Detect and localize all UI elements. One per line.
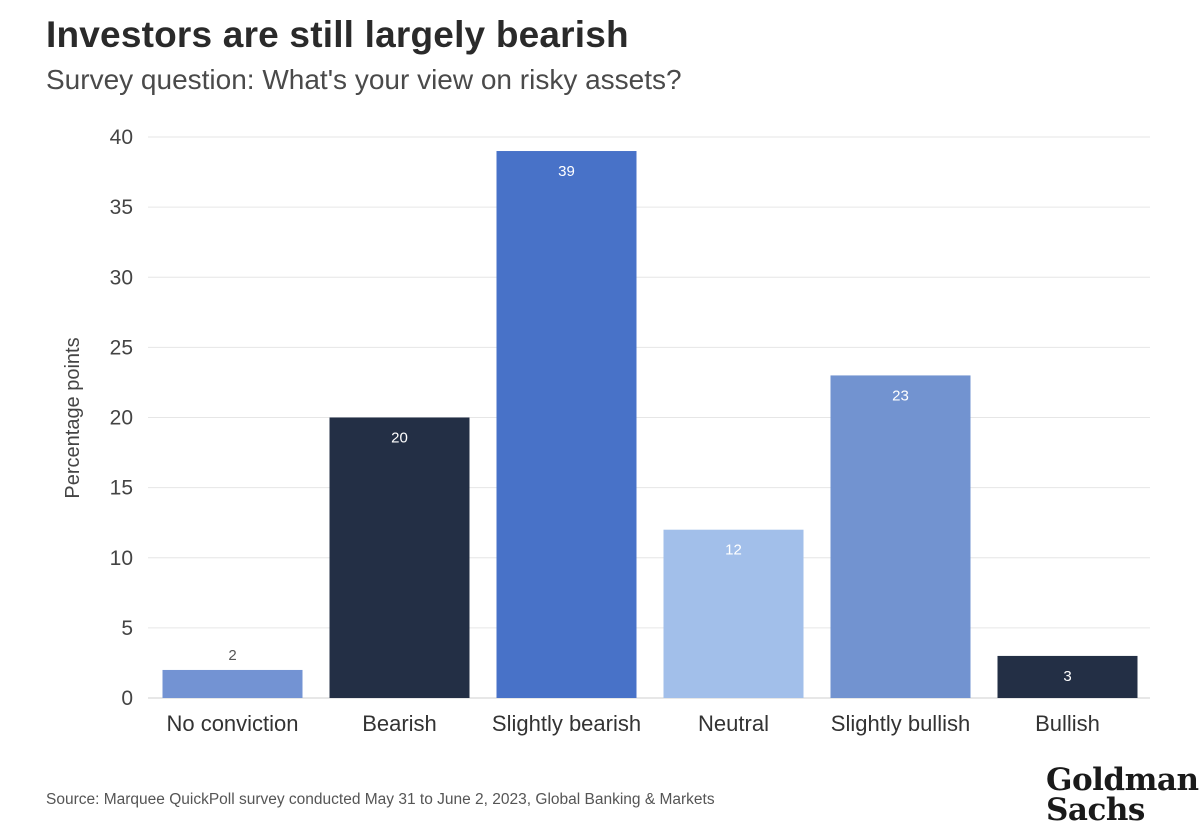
bar [496,151,637,698]
x-tick-label: No conviction [166,711,298,736]
x-axis-ticks: No conviction Bearish Slightly bearish Neut… [166,711,1099,736]
y-tick-label: 5 [121,617,133,640]
data-label: 3 [1063,668,1071,685]
bar [162,669,303,698]
bar [329,417,470,698]
data-label: 23 [892,387,909,404]
y-tick-label: 25 [110,336,133,359]
bar [997,655,1138,698]
source-note: Source: Marquee QuickPoll survey conduct… [46,791,715,808]
x-tick-label: Slightly bullish [831,711,970,736]
x-tick-label: Bearish [362,711,437,736]
data-label: 20 [391,430,408,447]
y-tick-label: 35 [110,196,133,219]
y-tick-label: 40 [110,126,133,149]
y-axis-ticks: 0 5 10 15 20 25 30 35 40 [110,126,133,710]
bars [162,151,1138,698]
chart-subtitle: Survey question: What's your view on ris… [46,64,682,95]
goldman-sachs-logo: Goldman Sachs [1046,762,1199,828]
chart-title: Investors are still largely bearish [46,14,629,55]
bar [663,529,804,698]
x-tick-label: Bullish [1035,711,1100,736]
y-tick-label: 0 [121,687,133,710]
y-tick-label: 30 [110,266,133,289]
y-axis-label: Percentage points [62,337,84,498]
x-tick-label: Slightly bearish [492,711,641,736]
gridlines [148,136,1150,699]
y-tick-label: 10 [110,547,133,570]
data-labels: 2 20 39 12 23 3 [228,163,1071,685]
data-label: 12 [725,542,742,559]
x-tick-label: Neutral [698,711,769,736]
data-label: 39 [558,163,575,180]
data-label: 2 [228,647,236,664]
y-tick-label: 15 [110,477,133,500]
bar [830,375,971,698]
y-tick-label: 20 [110,407,133,430]
logo-line-2: Sachs [1046,792,1145,828]
logo-line-1: Goldman [1046,762,1199,798]
